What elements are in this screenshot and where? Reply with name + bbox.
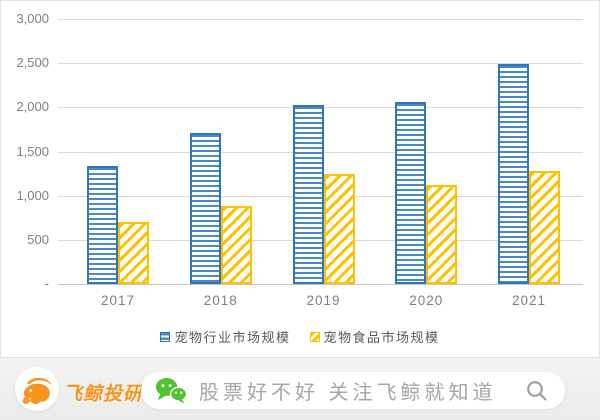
y-axis-tick-label: -	[44, 276, 49, 291]
gridline	[58, 63, 583, 65]
plot-area: 3,000 2,500 2,000 1,500 1,000 500 - 2017 2018 201…	[1, 1, 599, 357]
legend-label-pet-food: 宠物食品市场规模	[323, 330, 440, 345]
bar-pet-industry-2017	[87, 165, 118, 284]
bar-pet-food-2018	[220, 206, 252, 284]
bar-pet-food-2021	[529, 170, 560, 284]
brand-name: 飞鲸投研	[63, 384, 144, 405]
wechat-icon	[155, 378, 187, 404]
banner-tagline: 股票好不好 关注飞鲸就知道	[199, 382, 497, 404]
bar-pet-industry-2018	[189, 133, 221, 284]
banner: 飞鲸投研 股票好不好 关注飞鲸就知道	[0, 357, 600, 420]
y-axis-tick-label: 500	[27, 231, 49, 247]
x-axis-tick-label: 2019	[306, 293, 341, 308]
bar-pet-food-2019	[323, 174, 355, 284]
legend: 宠物行业市场规模 宠物食品市场规模	[1, 327, 599, 346]
brand-logo	[15, 367, 59, 411]
y-axis-tick-label: 2,000	[16, 99, 49, 115]
bar-pet-food-2017	[118, 222, 149, 284]
whale-icon	[22, 377, 53, 405]
x-axis-tick-label: 2020	[409, 293, 444, 308]
chart-card: 3,000 2,500 2,000 1,500 1,000 500 - 2017 2018 201…	[0, 0, 600, 357]
x-axis-tick-label: 2018	[203, 293, 238, 308]
y-axis-tick-label: 3,000	[16, 11, 49, 26]
x-axis-tick-label: 2021	[511, 293, 547, 308]
legend-label-pet-industry: 宠物行业市场规模	[174, 330, 291, 345]
x-axis-tick-label: 2017	[100, 293, 136, 308]
bar-pet-industry-2019	[292, 105, 324, 284]
y-axis-tick-label: 2,500	[16, 55, 49, 71]
y-axis-tick-label: 1,500	[16, 143, 49, 159]
gridline	[58, 19, 583, 20]
search-icon	[527, 380, 547, 401]
legend-marker-pet-food-icon	[309, 331, 320, 342]
bar-pet-industry-2021	[498, 64, 529, 284]
legend-item-pet-food: 宠物食品市场规模	[309, 327, 440, 346]
legend-item-pet-industry: 宠物行业市场规模	[160, 327, 290, 346]
bar-pet-food-2020	[426, 185, 458, 284]
legend-marker-pet-industry-icon	[160, 331, 171, 342]
gridline	[58, 284, 583, 285]
y-axis-tick-label: 1,000	[16, 187, 49, 203]
bar-pet-industry-2020	[395, 101, 427, 284]
wechat-search-pill: 股票好不好 关注飞鲸就知道	[141, 372, 565, 409]
